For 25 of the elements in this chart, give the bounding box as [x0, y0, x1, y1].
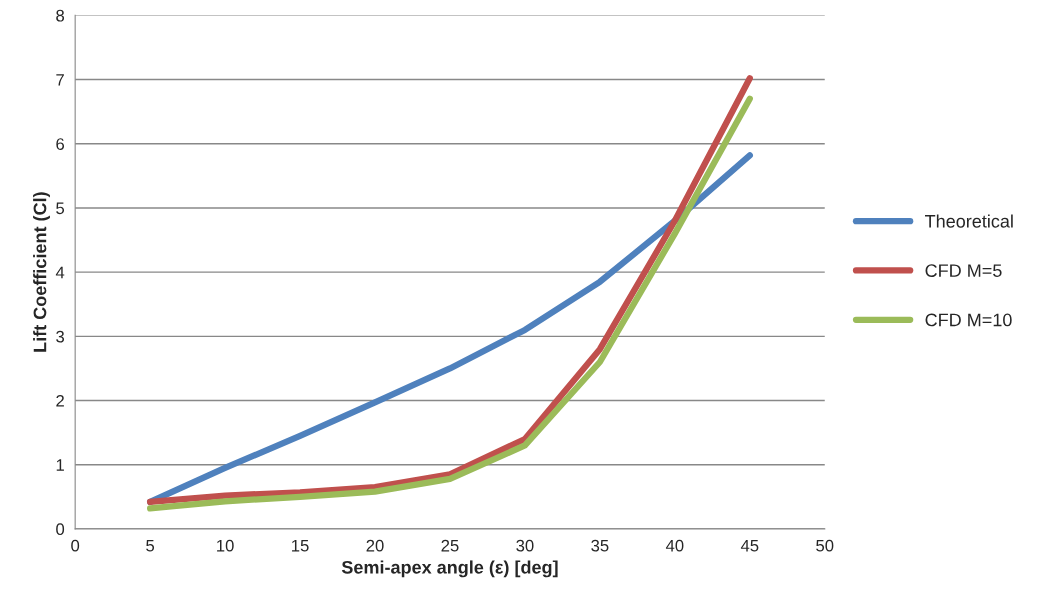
x-tick-label: 10	[217, 539, 234, 552]
x-tick-label: 50	[816, 539, 834, 552]
x-tick-label: 45	[740, 539, 759, 552]
legend-label: Theoretical	[925, 214, 1013, 228]
y-tick-label: 3	[56, 330, 65, 343]
x-tick-label: 25	[441, 539, 459, 552]
y-tick-label: 6	[56, 138, 65, 150]
y-tick-label: 1	[56, 459, 64, 471]
x-tick-label: 0	[71, 539, 80, 552]
x-tick-label: 20	[366, 539, 384, 552]
y-tick-label: 5	[56, 202, 65, 215]
y-tick-label: 2	[56, 394, 64, 407]
y-tick-label: 0	[56, 523, 65, 536]
x-tick-label: 40	[665, 539, 684, 552]
legend-label: CFD M=5	[925, 264, 1002, 277]
y-axis-title: Lift Coefficient (Cl)	[33, 192, 50, 352]
legend-label: CFD M=10	[925, 313, 1012, 327]
x-tick-label: 35	[591, 539, 609, 552]
x-tick-label: 30	[516, 539, 534, 552]
y-tick-label: 8	[56, 9, 65, 22]
x-tick-label: 15	[292, 539, 309, 552]
x-axis-title: Semi-apex angle (ε) [deg]	[341, 560, 558, 578]
y-tick-label: 4	[55, 266, 65, 279]
y-tick-label: 7	[56, 74, 64, 86]
x-tick-label: 5	[146, 539, 155, 552]
